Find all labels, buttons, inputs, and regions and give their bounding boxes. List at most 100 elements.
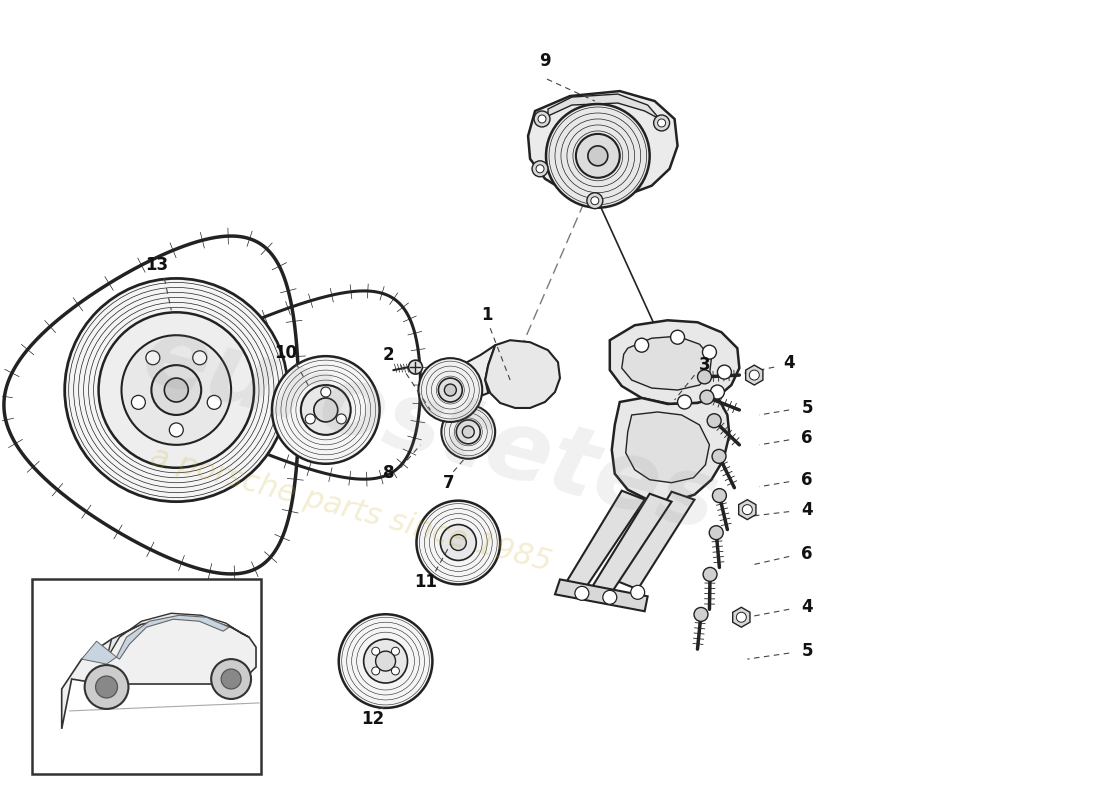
Circle shape <box>576 134 619 178</box>
Circle shape <box>713 489 726 502</box>
Circle shape <box>575 586 589 600</box>
Polygon shape <box>548 94 660 119</box>
Text: 5: 5 <box>802 642 813 660</box>
Polygon shape <box>556 579 648 611</box>
Text: 9: 9 <box>539 52 551 70</box>
Circle shape <box>703 345 716 359</box>
Circle shape <box>678 395 692 409</box>
Circle shape <box>417 501 500 584</box>
Polygon shape <box>618 492 694 590</box>
Circle shape <box>131 395 145 410</box>
Polygon shape <box>609 320 739 404</box>
Polygon shape <box>81 641 117 664</box>
Circle shape <box>736 612 746 622</box>
Circle shape <box>306 414 316 424</box>
Circle shape <box>392 667 399 675</box>
Polygon shape <box>612 397 729 502</box>
Circle shape <box>192 351 207 365</box>
Circle shape <box>536 165 544 173</box>
Circle shape <box>321 387 331 397</box>
Circle shape <box>121 335 231 445</box>
Text: 4: 4 <box>801 598 813 616</box>
Text: eurostetes: eurostetes <box>133 309 728 551</box>
Text: 12: 12 <box>361 710 384 728</box>
Circle shape <box>712 450 726 463</box>
Circle shape <box>532 161 548 177</box>
Text: a porsche parts since 1985: a porsche parts since 1985 <box>147 442 554 578</box>
Polygon shape <box>739 500 756 519</box>
Text: 4: 4 <box>801 501 813 518</box>
Text: 10: 10 <box>274 344 297 362</box>
Circle shape <box>314 398 338 422</box>
Polygon shape <box>626 412 710 482</box>
Circle shape <box>603 590 617 604</box>
Circle shape <box>146 351 160 365</box>
Text: 11: 11 <box>414 574 437 591</box>
Circle shape <box>717 365 732 379</box>
Text: 5: 5 <box>802 399 813 417</box>
Polygon shape <box>733 607 750 627</box>
Circle shape <box>671 330 684 344</box>
Circle shape <box>707 414 722 428</box>
Circle shape <box>538 115 546 123</box>
Text: 6: 6 <box>802 429 813 447</box>
Circle shape <box>591 197 598 205</box>
Circle shape <box>749 370 759 380</box>
Circle shape <box>694 607 708 622</box>
Polygon shape <box>117 615 229 659</box>
Circle shape <box>450 534 466 550</box>
Circle shape <box>211 659 251 699</box>
Text: 6: 6 <box>802 546 813 563</box>
Circle shape <box>456 420 481 444</box>
Polygon shape <box>485 340 560 408</box>
Text: 4: 4 <box>783 354 795 372</box>
Circle shape <box>418 358 482 422</box>
Circle shape <box>653 115 670 131</box>
Circle shape <box>392 647 399 655</box>
Text: 3: 3 <box>698 356 711 374</box>
Circle shape <box>337 414 346 424</box>
Circle shape <box>375 651 396 671</box>
Polygon shape <box>621 336 712 390</box>
Circle shape <box>635 338 649 352</box>
Text: 7: 7 <box>442 474 454 492</box>
Circle shape <box>164 378 188 402</box>
Circle shape <box>742 505 752 514</box>
Circle shape <box>85 665 129 709</box>
Circle shape <box>152 365 201 415</box>
Circle shape <box>440 525 476 561</box>
Circle shape <box>658 119 666 127</box>
Polygon shape <box>746 365 763 385</box>
Circle shape <box>372 647 379 655</box>
Polygon shape <box>107 614 249 659</box>
Circle shape <box>703 567 717 582</box>
Circle shape <box>587 146 608 166</box>
Circle shape <box>207 395 221 410</box>
Circle shape <box>535 111 550 127</box>
Text: 2: 2 <box>383 346 395 364</box>
Polygon shape <box>62 618 256 729</box>
Circle shape <box>339 614 432 708</box>
Circle shape <box>408 360 422 374</box>
Circle shape <box>99 312 254 468</box>
Circle shape <box>587 193 603 209</box>
Circle shape <box>697 370 712 384</box>
Circle shape <box>65 278 288 502</box>
Text: 6: 6 <box>802 470 813 489</box>
Polygon shape <box>592 494 672 595</box>
Circle shape <box>96 676 118 698</box>
Text: 8: 8 <box>383 464 394 482</box>
Circle shape <box>221 669 241 689</box>
Circle shape <box>546 104 650 208</box>
Circle shape <box>169 423 184 437</box>
Circle shape <box>372 667 379 675</box>
Polygon shape <box>528 91 678 198</box>
Circle shape <box>301 385 351 435</box>
Circle shape <box>700 390 714 404</box>
FancyBboxPatch shape <box>32 579 261 774</box>
Polygon shape <box>436 345 495 405</box>
Circle shape <box>710 526 723 540</box>
Text: 1: 1 <box>482 306 493 324</box>
Circle shape <box>630 586 645 599</box>
Circle shape <box>711 385 725 399</box>
